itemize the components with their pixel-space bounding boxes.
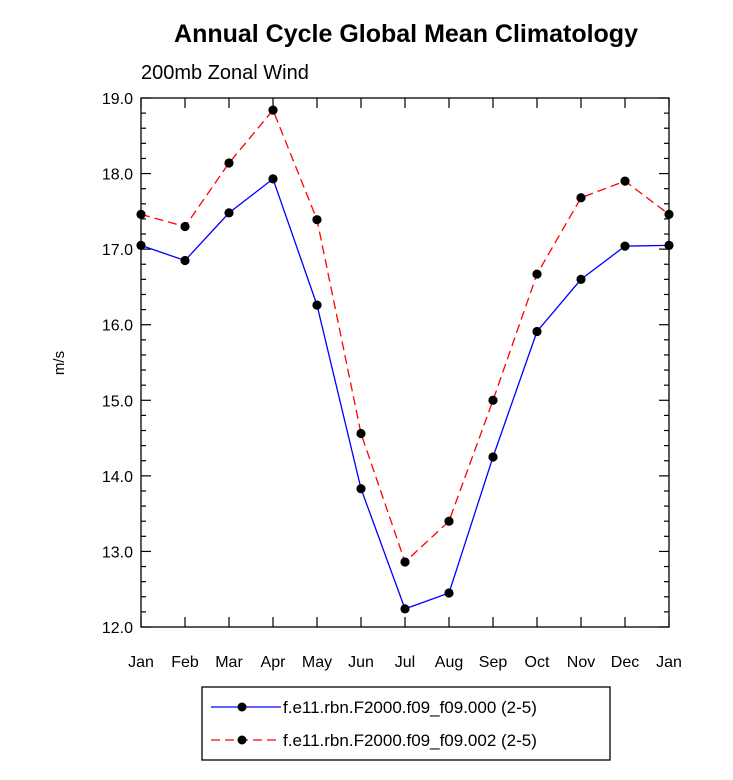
data-point-series-1: [268, 174, 278, 184]
data-point-series-1: [224, 208, 234, 218]
data-point-series-1: [532, 326, 542, 337]
series-line-1: [140, 177, 670, 610]
x-tick-label: Nov: [567, 654, 595, 671]
data-point-series-2: [180, 221, 190, 232]
plot-frame: [140, 97, 670, 628]
y-tick-label: 16.0: [102, 318, 133, 335]
data-point-series-1: [444, 588, 454, 598]
x-tick-label: Jan: [656, 654, 682, 671]
y-axis-title: m/s: [51, 351, 68, 375]
data-point-series-2: [576, 193, 586, 203]
data-point-series-1: [576, 274, 586, 284]
legend-label-series-1: f.e11.rbn.F2000.f09_f09.000 (2-5): [283, 698, 537, 717]
data-point-series-1: [136, 240, 146, 250]
x-tick-label: Apr: [261, 654, 287, 671]
y-tick-label: 15.0: [102, 393, 133, 410]
y-tick-label: 18.0: [102, 167, 133, 184]
x-tick-label: Jan: [128, 654, 154, 671]
y-tick-label: 12.0: [102, 620, 133, 637]
y-tick-label: 17.0: [102, 242, 133, 259]
x-tick-label: Jun: [348, 654, 374, 671]
y-tick-labels: 12.0 13.0 14.0 15.0 16.0 17.0 18.0 19.0: [102, 91, 133, 637]
y-tick-label: 19.0: [102, 91, 133, 108]
x-tick-label: Mar: [215, 654, 243, 671]
series-line-2: [140, 108, 670, 564]
data-point-series-2: [444, 516, 454, 526]
data-point-series-1: [488, 452, 498, 462]
data-point-series-2: [312, 215, 322, 225]
legend-marker-series-2: [237, 735, 247, 745]
legend: f.e11.rbn.F2000.f09_f09.000 (2-5) f.e11.…: [201, 686, 611, 761]
data-point-series-2: [620, 176, 630, 186]
data-point-series-2: [224, 158, 234, 168]
data-point-series-1: [620, 241, 630, 251]
chart-title: Annual Cycle Global Mean Climatology: [174, 20, 638, 48]
data-point-series-1: [312, 300, 322, 310]
data-point-series-2: [488, 395, 498, 405]
x-tick-label: Feb: [171, 654, 199, 671]
data-point-series-2: [136, 209, 146, 219]
data-point-series-1: [180, 255, 190, 266]
legend-box: [201, 686, 611, 761]
y-tick-label: 13.0: [102, 544, 133, 561]
x-tick-label: Sep: [479, 654, 508, 671]
data-point-series-2: [268, 105, 278, 115]
data-point-series-2: [532, 269, 542, 279]
legend-label-series-2: f.e11.rbn.F2000.f09_f09.002 (2-5): [283, 731, 537, 750]
x-tick-label: Jul: [395, 654, 415, 671]
y-tick-label: 14.0: [102, 469, 133, 486]
data-point-series-2: [664, 209, 674, 219]
axis-ticks: [140, 97, 670, 628]
chart-subtitle: 200mb Zonal Wind: [141, 62, 309, 84]
x-tick-label: Aug: [435, 654, 463, 671]
x-tick-label: May: [302, 654, 332, 671]
data-point-series-2: [356, 428, 366, 439]
x-tick-label: Dec: [611, 654, 639, 671]
series-layer: [136, 105, 674, 614]
legend-marker-series-1: [237, 702, 247, 712]
data-point-series-1: [356, 484, 366, 494]
x-tick-labels: Jan Feb Mar Apr May Jun Jul Aug Sep Oct Nov Dec Jan: [128, 654, 682, 671]
data-point-series-2: [400, 557, 410, 567]
x-tick-label: Oct: [525, 654, 550, 671]
data-point-series-1: [664, 240, 674, 250]
data-point-series-1: [400, 604, 410, 614]
